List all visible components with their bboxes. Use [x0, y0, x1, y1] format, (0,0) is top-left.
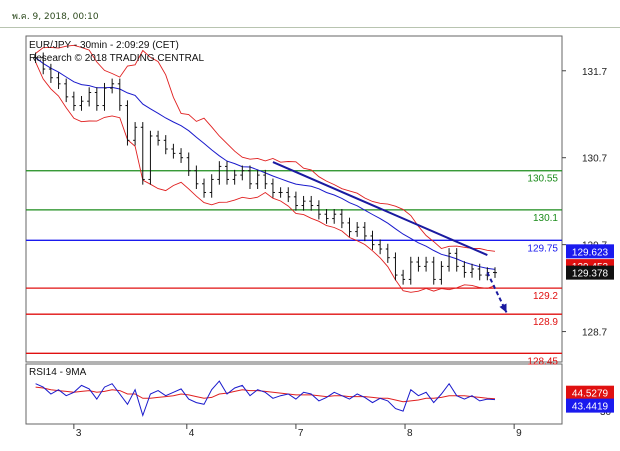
- level-label-0: 130.55: [527, 174, 558, 185]
- x-tick-label-3: 8: [407, 428, 413, 439]
- price-badge-label-0: 129.623: [572, 247, 609, 258]
- top-bar: พ.ค. 9, 2018, 00:10: [0, 0, 620, 28]
- price-layer: 130.55 130.1 129.75 129.2 128.9 128.45: [26, 44, 562, 367]
- rsi-y-tick-label-0: 30: [600, 407, 612, 418]
- chart-subtitle: Research © 2018 TRADING CENTRAL: [29, 53, 204, 64]
- price-badge-label-2: 129.378: [572, 269, 609, 280]
- chart-title: EUR/JPY - 30min - 2:09:29 (CET): [29, 40, 179, 51]
- level-label-5: 128.45: [527, 356, 558, 367]
- x-tick-label-2: 7: [298, 428, 304, 439]
- bollinger-lower: [35, 61, 496, 293]
- projection-arrow-head: [499, 303, 507, 313]
- level-label-2: 129.75: [527, 243, 558, 254]
- rsi-badge-label-1: 43.4419: [572, 402, 609, 413]
- rsi-badge-1: [566, 398, 614, 413]
- timestamp: พ.ค. 9, 2018, 00:10: [12, 12, 99, 22]
- rsi-badge-label-0: 44.5279: [572, 389, 609, 400]
- resistance-trendline: [272, 161, 488, 256]
- x-tick-label-1: 4: [189, 428, 195, 439]
- rsi-line: [35, 380, 496, 418]
- rsi-layer: [35, 380, 496, 418]
- rsi-ma-line: [35, 386, 496, 403]
- price-panel: [25, 35, 563, 363]
- price-badge-0: [566, 244, 614, 259]
- y-tick-label-0: 131.7: [582, 67, 607, 78]
- level-label-4: 128.9: [533, 317, 558, 328]
- rsi-badge-0: [566, 385, 614, 400]
- level-label-3: 129.2: [533, 291, 558, 302]
- axis-layer: 131.7130.7129.7128.7129.623129.453129.37…: [73, 67, 614, 439]
- bollinger-upper: [35, 44, 496, 252]
- rsi-panel: [25, 363, 563, 425]
- y-tick-label-3: 128.7: [582, 328, 607, 339]
- level-label-1: 130.1: [533, 213, 558, 224]
- y-tick-label-1: 130.7: [582, 154, 607, 165]
- x-tick-label-0: 3: [76, 428, 82, 439]
- price-badge-2: [566, 265, 614, 280]
- rsi-title: RSI14 - 9MA: [29, 367, 87, 378]
- x-tick-label-4: 9: [516, 428, 522, 439]
